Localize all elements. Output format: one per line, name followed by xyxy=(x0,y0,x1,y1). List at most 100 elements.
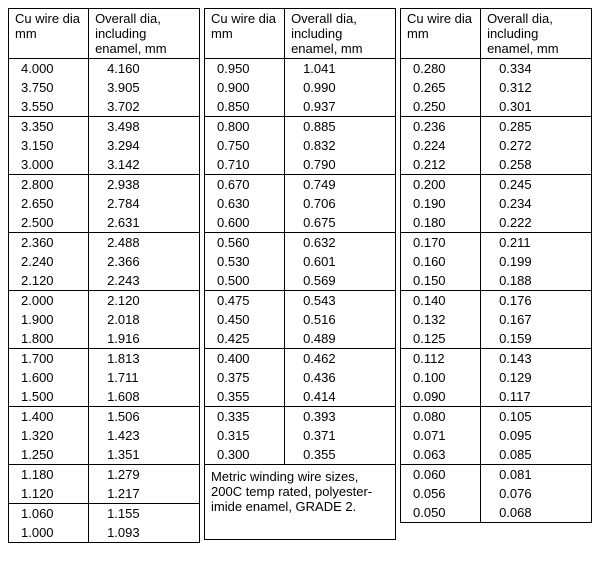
table-row: 1.1801.279 xyxy=(9,465,200,485)
overall-dia-cell: 0.516 xyxy=(285,310,396,329)
table-row: 1.6001.711 xyxy=(9,368,200,387)
table-row: 3.3503.498 xyxy=(9,117,200,137)
table-row: 0.0560.076 xyxy=(401,484,592,503)
overall-dia-cell: 0.937 xyxy=(285,97,396,117)
cu-wire-dia-cell: 0.212 xyxy=(401,155,481,175)
cu-wire-dia-cell: 0.160 xyxy=(401,252,481,271)
cu-wire-dia-cell: 0.475 xyxy=(205,291,285,311)
table-row: 0.9000.990 xyxy=(205,78,396,97)
table-row: 2.3602.488 xyxy=(9,233,200,253)
table-row: 0.8000.885 xyxy=(205,117,396,137)
table-row: 3.0003.142 xyxy=(9,155,200,175)
cu-wire-dia-cell: 0.300 xyxy=(205,445,285,465)
table-row: 0.0710.095 xyxy=(401,426,592,445)
overall-dia-cell: 0.258 xyxy=(481,155,592,175)
overall-dia-cell: 2.018 xyxy=(89,310,200,329)
cu-wire-dia-cell: 0.080 xyxy=(401,407,481,427)
cu-wire-dia-cell: 0.315 xyxy=(205,426,285,445)
table-row: 0.1320.167 xyxy=(401,310,592,329)
col-header-overall: Overall dia, including enamel, mm xyxy=(89,9,200,59)
overall-dia-cell: 3.142 xyxy=(89,155,200,175)
note-cell: Metric winding wire sizes, 200C temp rat… xyxy=(205,465,396,540)
overall-dia-cell: 4.160 xyxy=(89,59,200,79)
overall-dia-cell: 0.414 xyxy=(285,387,396,407)
cu-wire-dia-cell: 1.700 xyxy=(9,349,89,369)
table-row: 2.1202.243 xyxy=(9,271,200,291)
overall-dia-cell: 0.312 xyxy=(481,78,592,97)
table-row: 0.4250.489 xyxy=(205,329,396,349)
table-row: 0.2120.258 xyxy=(401,155,592,175)
table-row: 1.4001.506 xyxy=(9,407,200,427)
cu-wire-dia-cell: 2.800 xyxy=(9,175,89,195)
overall-dia-cell: 0.706 xyxy=(285,194,396,213)
cu-wire-dia-cell: 0.224 xyxy=(401,136,481,155)
overall-dia-cell: 0.601 xyxy=(285,252,396,271)
overall-dia-cell: 2.938 xyxy=(89,175,200,195)
cu-wire-dia-cell: 0.560 xyxy=(205,233,285,253)
cu-wire-dia-cell: 4.000 xyxy=(9,59,89,79)
table-row: 0.0600.081 xyxy=(401,465,592,485)
overall-dia-cell: 1.217 xyxy=(89,484,200,504)
cu-wire-dia-cell: 0.132 xyxy=(401,310,481,329)
overall-dia-cell: 0.176 xyxy=(481,291,592,311)
wire-table-1: Cu wire dia mm Overall dia, including en… xyxy=(8,8,200,543)
table-row: 0.1400.176 xyxy=(401,291,592,311)
cu-wire-dia-cell: 0.140 xyxy=(401,291,481,311)
cu-wire-dia-cell: 0.670 xyxy=(205,175,285,195)
cu-wire-dia-cell: 0.200 xyxy=(401,175,481,195)
overall-dia-cell: 0.234 xyxy=(481,194,592,213)
cu-wire-dia-cell: 1.800 xyxy=(9,329,89,349)
cu-wire-dia-cell: 0.150 xyxy=(401,271,481,291)
cu-wire-dia-cell: 2.650 xyxy=(9,194,89,213)
overall-dia-cell: 0.885 xyxy=(285,117,396,137)
cu-wire-dia-cell: 0.425 xyxy=(205,329,285,349)
cu-wire-dia-cell: 2.000 xyxy=(9,291,89,311)
overall-dia-cell: 1.093 xyxy=(89,523,200,543)
overall-dia-cell: 1.813 xyxy=(89,349,200,369)
cu-wire-dia-cell: 0.125 xyxy=(401,329,481,349)
table-row: 0.1120.143 xyxy=(401,349,592,369)
overall-dia-cell: 0.371 xyxy=(285,426,396,445)
overall-dia-cell: 1.041 xyxy=(285,59,396,79)
table-row: 1.7001.813 xyxy=(9,349,200,369)
cu-wire-dia-cell: 0.630 xyxy=(205,194,285,213)
cu-wire-dia-cell: 0.100 xyxy=(401,368,481,387)
overall-dia-cell: 0.222 xyxy=(481,213,592,233)
cu-wire-dia-cell: 0.180 xyxy=(401,213,481,233)
table-row: 0.5300.601 xyxy=(205,252,396,271)
table-row: 0.2000.245 xyxy=(401,175,592,195)
overall-dia-cell: 0.105 xyxy=(481,407,592,427)
note-row: Metric winding wire sizes, 200C temp rat… xyxy=(205,465,396,540)
table-row: 1.5001.608 xyxy=(9,387,200,407)
col-header-overall: Overall dia, including enamel, mm xyxy=(285,9,396,59)
table-row: 0.0900.117 xyxy=(401,387,592,407)
table-row: 1.0001.093 xyxy=(9,523,200,543)
table-row: 3.7503.905 xyxy=(9,78,200,97)
overall-dia-cell: 2.631 xyxy=(89,213,200,233)
cu-wire-dia-cell: 1.500 xyxy=(9,387,89,407)
cu-wire-dia-cell: 0.236 xyxy=(401,117,481,137)
overall-dia-cell: 0.436 xyxy=(285,368,396,387)
cu-wire-dia-cell: 0.800 xyxy=(205,117,285,137)
overall-dia-cell: 2.366 xyxy=(89,252,200,271)
wire-tables-container: Cu wire dia mm Overall dia, including en… xyxy=(8,8,592,543)
overall-dia-cell: 0.301 xyxy=(481,97,592,117)
cu-wire-dia-cell: 0.950 xyxy=(205,59,285,79)
overall-dia-cell: 0.085 xyxy=(481,445,592,465)
table-row: 1.0601.155 xyxy=(9,504,200,524)
table-row: 0.6700.749 xyxy=(205,175,396,195)
table-row: 1.1201.217 xyxy=(9,484,200,504)
overall-dia-cell: 1.155 xyxy=(89,504,200,524)
cu-wire-dia-cell: 0.060 xyxy=(401,465,481,485)
table-row: 0.1250.159 xyxy=(401,329,592,349)
table-row: 2.0002.120 xyxy=(9,291,200,311)
table-row: 0.2500.301 xyxy=(401,97,592,117)
wire-table-3: Cu wire dia mm Overall dia, including en… xyxy=(400,8,592,523)
table-row: 0.0500.068 xyxy=(401,503,592,523)
table-row: 1.8001.916 xyxy=(9,329,200,349)
table-row: 0.0630.085 xyxy=(401,445,592,465)
overall-dia-cell: 0.393 xyxy=(285,407,396,427)
table-row: 0.1900.234 xyxy=(401,194,592,213)
table-row: 0.5000.569 xyxy=(205,271,396,291)
overall-dia-cell: 0.632 xyxy=(285,233,396,253)
